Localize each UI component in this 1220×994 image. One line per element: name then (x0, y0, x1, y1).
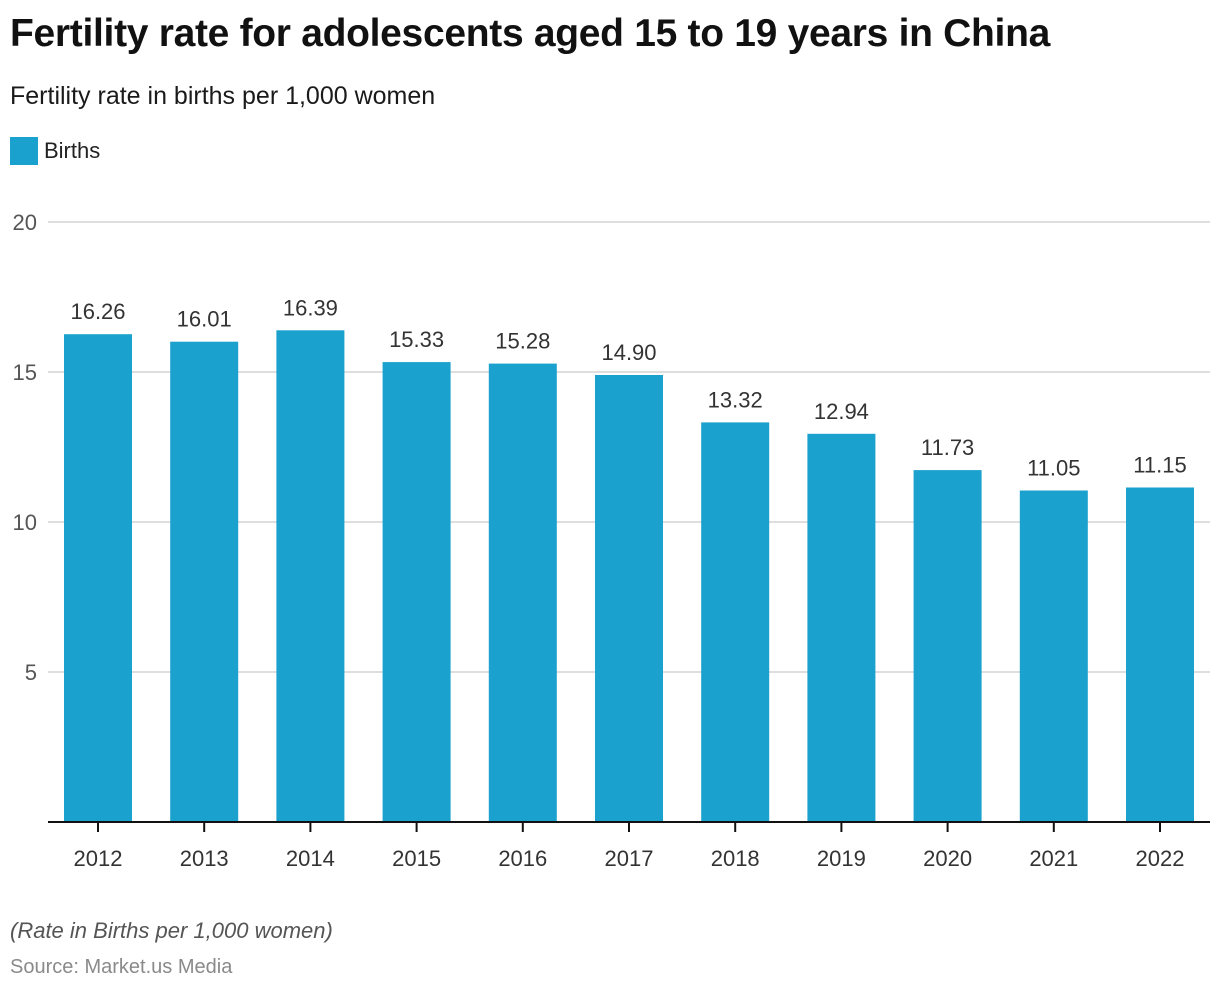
data-label-2012: 16.26 (70, 299, 125, 324)
bar-2022 (1126, 487, 1194, 822)
data-label-2015: 15.33 (389, 327, 444, 352)
chart-subtitle: Fertility rate in births per 1,000 women (10, 82, 436, 110)
x-tick-label-2017: 2017 (605, 846, 654, 871)
y-tick-label-20: 20 (13, 210, 37, 235)
x-tick-label-2021: 2021 (1029, 846, 1078, 871)
source-text: Source: Market.us Media (10, 956, 233, 978)
x-tick-label-2014: 2014 (286, 846, 335, 871)
bars (64, 330, 1194, 822)
x-tick-label-2020: 2020 (923, 846, 972, 871)
data-label-2014: 16.39 (283, 295, 338, 320)
data-label-2022: 11.15 (1133, 453, 1186, 478)
data-label-2021: 11.05 (1027, 456, 1080, 481)
bar-2016 (488, 363, 557, 822)
y-tick-label-5: 5 (25, 660, 37, 685)
x-tick-label-2012: 2012 (74, 846, 123, 871)
legend-swatch-births (10, 137, 38, 165)
data-labels: 16.26 16.01 16.39 15.33 15.28 14.90 13.32 12.94… (70, 295, 1186, 480)
bar-2012 (64, 334, 132, 822)
x-axis: 2012 2013 2014 2015 2016 2017 2018 2019 2020 2021… (48, 821, 1210, 871)
x-tick-label-2015: 2015 (392, 846, 441, 871)
x-tick-label-2018: 2018 (711, 846, 760, 871)
bar-2017 (595, 375, 663, 822)
data-label-2016: 15.28 (495, 329, 550, 354)
y-axis-ticks: 5 10 15 20 (13, 210, 37, 685)
data-label-2018: 13.32 (708, 387, 763, 412)
x-tick-label-2016: 2016 (498, 846, 547, 871)
data-label-2019: 12.94 (814, 399, 869, 424)
x-tick-label-2013: 2013 (180, 846, 229, 871)
footnote: (Rate in Births per 1,000 women) (10, 918, 333, 943)
bar-2020 (913, 470, 982, 822)
legend-label-births: Births (44, 138, 101, 163)
chart-title: Fertility rate for adolescents aged 15 t… (10, 12, 1051, 55)
bar-2018 (701, 422, 770, 822)
y-tick-label-10: 10 (13, 510, 37, 535)
x-tick-label-2022: 2022 (1136, 846, 1185, 871)
data-label-2013: 16.01 (177, 307, 232, 332)
y-tick-label-15: 15 (13, 360, 37, 385)
bar-2013 (170, 341, 239, 822)
bar-2015 (382, 362, 451, 822)
bar-2014 (276, 330, 345, 822)
bar-2021 (1019, 490, 1088, 822)
data-label-2020: 11.73 (921, 435, 974, 460)
legend: Births (10, 137, 100, 165)
data-label-2017: 14.90 (601, 340, 656, 365)
x-tick-label-2019: 2019 (817, 846, 866, 871)
bar-2019 (807, 433, 876, 822)
